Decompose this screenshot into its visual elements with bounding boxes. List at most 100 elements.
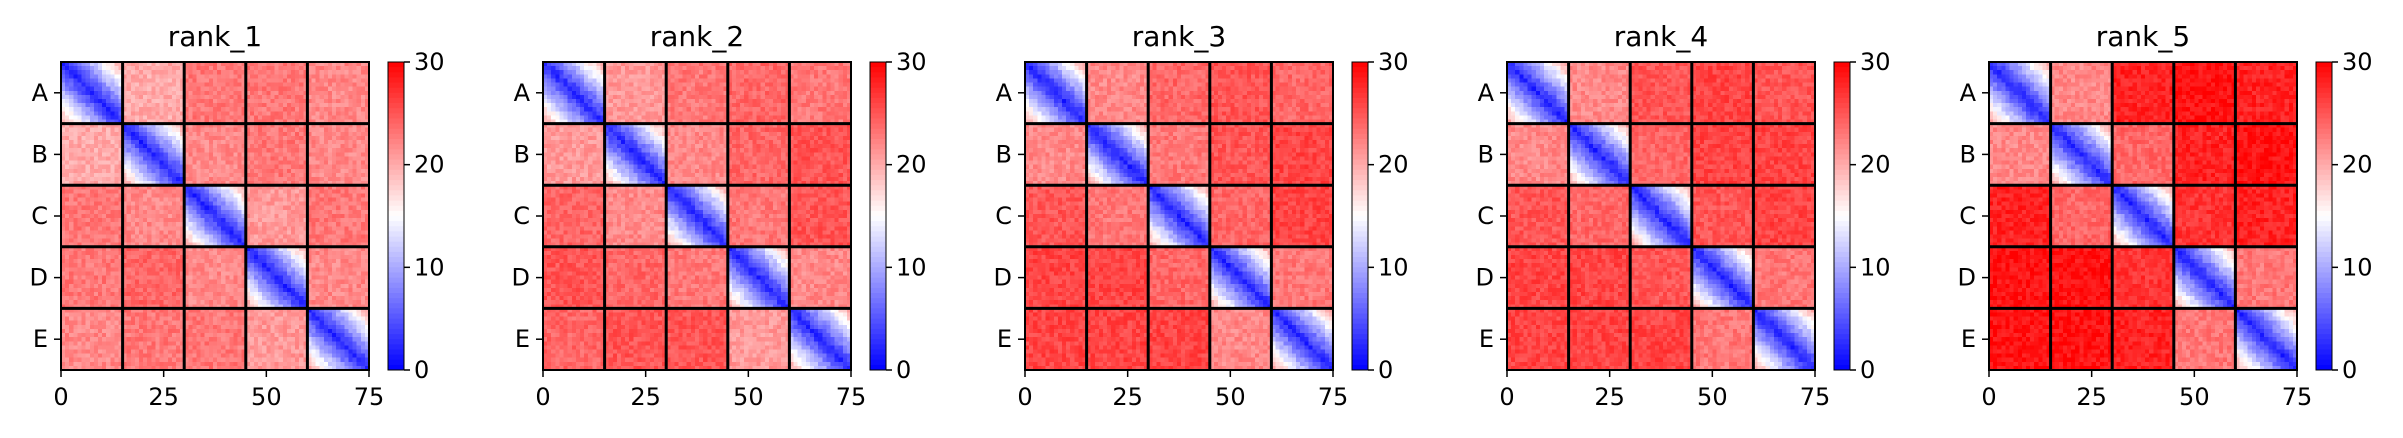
- heatmap-cell: [131, 111, 135, 115]
- heatmap-cell: [192, 226, 196, 230]
- heatmap-cell: [283, 210, 287, 214]
- heatmap-cell: [348, 267, 352, 271]
- heatmap-cell: [217, 226, 221, 230]
- heatmap-cell: [262, 177, 266, 181]
- heatmap-cell: [82, 107, 86, 111]
- heatmap-cell: [160, 206, 164, 210]
- heatmap-cell: [168, 255, 172, 259]
- heatmap-cell: [102, 292, 106, 296]
- heatmap-cell: [209, 267, 213, 271]
- heatmap-cell: [155, 263, 159, 267]
- heatmap-cell: [262, 165, 266, 169]
- heatmap-cell: [188, 218, 192, 222]
- heatmap-cell: [353, 313, 357, 317]
- heatmap-cell: [312, 263, 316, 267]
- heatmap-cell: [336, 87, 340, 91]
- heatmap-cell: [262, 148, 266, 152]
- heatmap-cell: [258, 321, 262, 325]
- heatmap-cell: [201, 148, 205, 152]
- heatmap-cell: [361, 87, 365, 91]
- heatmap-cell: [131, 218, 135, 222]
- heatmap-cell: [353, 267, 357, 271]
- heatmap-cell: [201, 95, 205, 99]
- heatmap-cell: [201, 234, 205, 238]
- heatmap-cell: [188, 165, 192, 169]
- heatmap-cell: [131, 74, 135, 78]
- heatmap-cell: [295, 300, 299, 304]
- heatmap-cell: [192, 284, 196, 288]
- heatmap-cell: [209, 300, 213, 304]
- heatmap-cell: [254, 288, 258, 292]
- heatmap-cell: [168, 140, 172, 144]
- heatmap-cell: [90, 91, 94, 95]
- heatmap-cell: [332, 74, 336, 78]
- heatmap-cell: [98, 169, 102, 173]
- heatmap-cell: [344, 226, 348, 230]
- heatmap-cell: [102, 325, 106, 329]
- heatmap-cell: [102, 99, 106, 103]
- heatmap-cell: [340, 111, 344, 115]
- heatmap-cell: [295, 313, 299, 317]
- heatmap-cell: [357, 107, 361, 111]
- heatmap-cell: [233, 317, 237, 321]
- heatmap-cell: [168, 267, 172, 271]
- heatmap-cell: [69, 128, 73, 132]
- heatmap-cell: [287, 206, 291, 210]
- heatmap-cell: [110, 165, 114, 169]
- heatmap-cell: [188, 210, 192, 214]
- heatmap-cell: [98, 66, 102, 70]
- heatmap-cell: [295, 66, 299, 70]
- heatmap-cell: [336, 107, 340, 111]
- heatmap-cell: [201, 239, 205, 243]
- heatmap-cell: [250, 218, 254, 222]
- heatmap-cell: [270, 280, 274, 284]
- heatmap-cell: [197, 263, 201, 267]
- heatmap-cell: [139, 140, 143, 144]
- heatmap-cell: [102, 226, 106, 230]
- heatmap-cell: [86, 234, 90, 238]
- heatmap-cell: [316, 111, 320, 115]
- heatmap-cell: [143, 280, 147, 284]
- heatmap-cell: [332, 206, 336, 210]
- heatmap-cell: [316, 198, 320, 202]
- heatmap-cell: [114, 103, 118, 107]
- heatmap-cell: [127, 300, 131, 304]
- heatmap-cell: [139, 296, 143, 300]
- heatmap-cell: [250, 210, 254, 214]
- heatmap-cell: [262, 173, 266, 177]
- heatmap-cell: [98, 292, 102, 296]
- heatmap-cell: [69, 144, 73, 148]
- heatmap-cell: [340, 128, 344, 132]
- heatmap-cell: [316, 317, 320, 321]
- heatmap-cell: [348, 276, 352, 280]
- heatmap-cell: [209, 226, 213, 230]
- heatmap-cell: [213, 148, 217, 152]
- heatmap-cell: [168, 325, 172, 329]
- heatmap-cell: [270, 321, 274, 325]
- heatmap-cell: [192, 251, 196, 255]
- heatmap-cell: [86, 177, 90, 181]
- heatmap-cell: [233, 140, 237, 144]
- heatmap-cell: [270, 95, 274, 99]
- heatmap-cell: [94, 83, 98, 87]
- heatmap-cell: [65, 271, 69, 275]
- heatmap-cell: [357, 83, 361, 87]
- heatmap-cell: [312, 284, 316, 288]
- heatmap-cell: [217, 267, 221, 271]
- heatmap-cell: [205, 148, 209, 152]
- heatmap-cell: [348, 325, 352, 329]
- heatmap-cell: [270, 198, 274, 202]
- heatmap-cell: [217, 234, 221, 238]
- heatmap-cell: [86, 87, 90, 91]
- heatmap-cell: [110, 202, 114, 206]
- heatmap-cell: [357, 255, 361, 259]
- heatmap-cell: [73, 189, 77, 193]
- heatmap-cell: [291, 267, 295, 271]
- heatmap-cell: [102, 144, 106, 148]
- heatmap-cell: [127, 259, 131, 263]
- heatmap-cell: [233, 329, 237, 333]
- heatmap-cell: [176, 83, 180, 87]
- heatmap-cell: [336, 321, 340, 325]
- heatmap-cell: [344, 267, 348, 271]
- heatmap-cell: [160, 161, 164, 165]
